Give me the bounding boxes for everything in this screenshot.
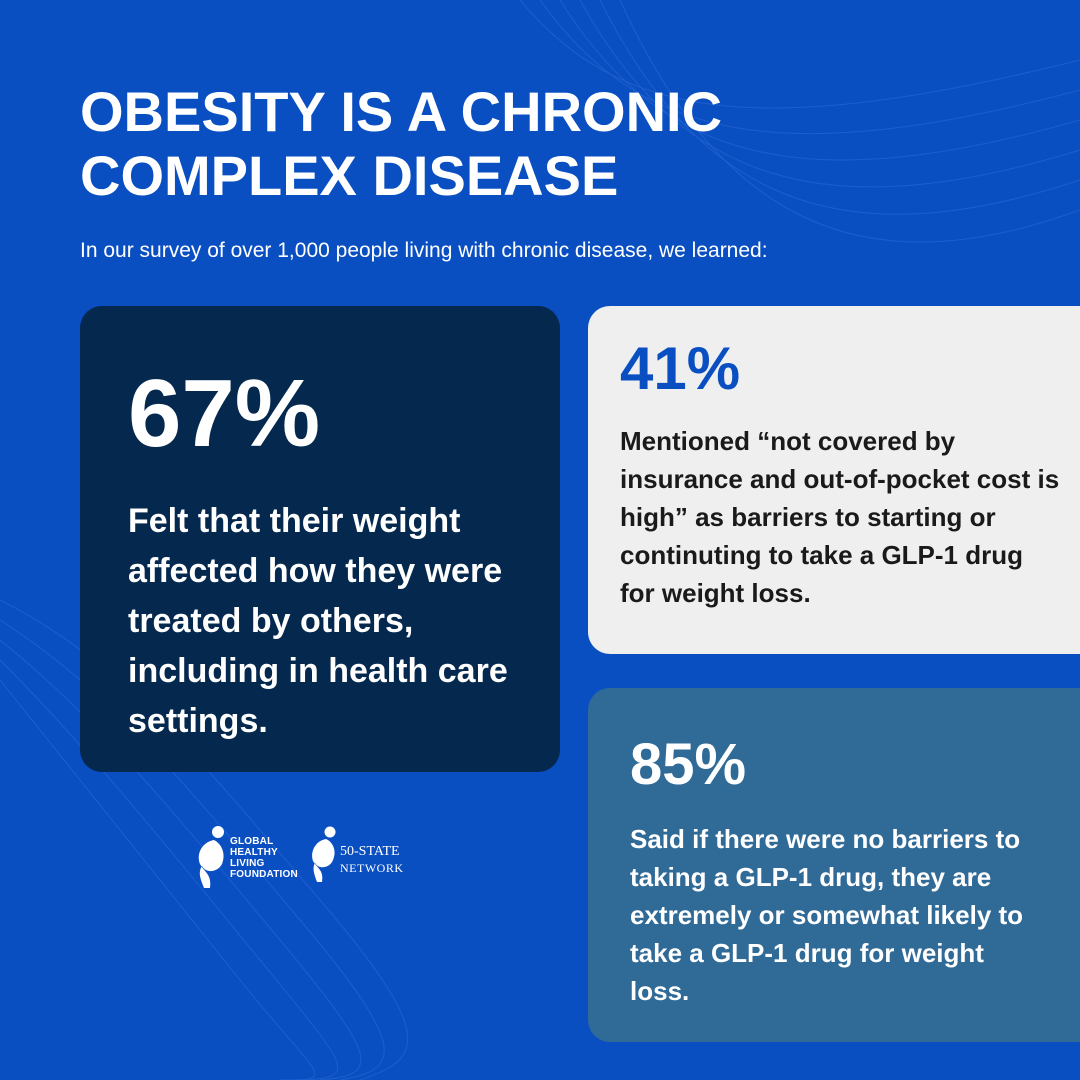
ghlf-figure-icon: [198, 826, 224, 888]
page-title: OBESITY IS A CHRONIC COMPLEX DISEASE: [80, 80, 780, 208]
partner-logos: GLOBAL HEALTHY LIVING FOUNDATION 50-STAT…: [196, 824, 436, 894]
stat-value: 85%: [630, 732, 747, 797]
ghlf-line-4: FOUNDATION: [230, 869, 298, 880]
network-wordmark: 50-STATE NETWORK: [340, 844, 404, 876]
title-line-1: OBESITY IS A CHRONIC: [80, 80, 723, 143]
stat-value: 67%: [128, 360, 321, 467]
stat-description: Felt that their weight affected how they…: [128, 502, 508, 740]
stat-card-41: 41% Mentioned “not covered by insurance …: [588, 306, 1080, 654]
ghlf-line-1: GLOBAL: [230, 836, 274, 847]
network-figure-icon: [312, 826, 336, 882]
title-line-2: COMPLEX DISEASE: [80, 144, 619, 207]
network-line-2: NETWORK: [340, 861, 404, 875]
ghlf-logo: GLOBAL HEALTHY LIVING FOUNDATION: [196, 824, 306, 890]
ghlf-wordmark: GLOBAL HEALTHY LIVING FOUNDATION: [230, 836, 298, 880]
stat-card-67: 67% Felt that their weight affected how …: [80, 306, 560, 772]
ghlf-line-3: LIVING: [230, 858, 265, 869]
50-state-network-logo: 50-STATE NETWORK: [310, 824, 430, 890]
stat-description: Mentioned “not covered by insurance and …: [620, 426, 1060, 608]
network-line-1: 50-STATE: [340, 844, 400, 859]
ghlf-line-2: HEALTHY: [230, 847, 278, 858]
stat-card-85: 85% Said if there were no barriers to ta…: [588, 688, 1080, 1042]
stat-value: 41%: [620, 335, 741, 402]
survey-subtitle: In our survey of over 1,000 people livin…: [80, 239, 768, 262]
stat-description: Said if there were no barriers to taking…: [630, 824, 1024, 1006]
